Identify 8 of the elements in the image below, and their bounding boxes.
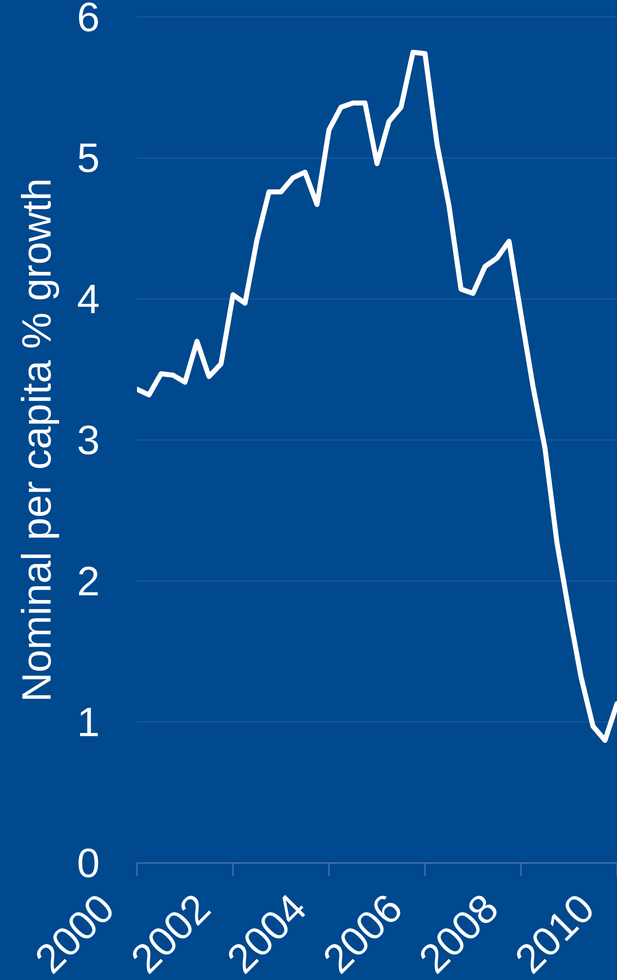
y-tick-label: 2 <box>79 566 98 596</box>
y-axis-title: Nominal per capita % growth <box>20 180 60 699</box>
y-tick-label: 1 <box>80 708 98 736</box>
y-tick-label: 4 <box>78 284 99 314</box>
y-tick-label: 5 <box>78 144 98 172</box>
y-tick-label: 3 <box>78 425 98 455</box>
y-tick-label: 6 <box>79 2 98 32</box>
y-tick-label: 0 <box>78 848 98 878</box>
